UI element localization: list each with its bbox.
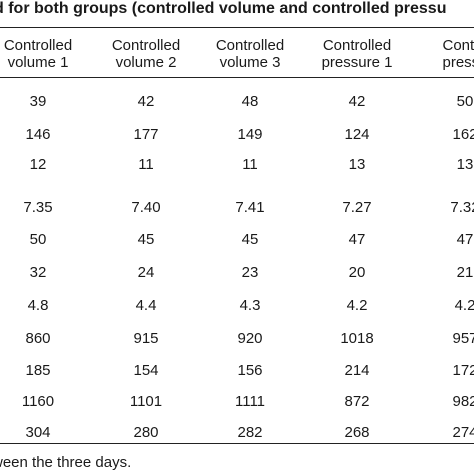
- top-rule: [0, 27, 474, 28]
- column-header-line: Contro: [442, 37, 474, 54]
- table-title: d for both groups (controlled volume and…: [0, 0, 447, 17]
- table-cell: 146: [25, 126, 51, 143]
- table-cell: 860: [25, 330, 51, 347]
- table-cell: 7.27: [342, 199, 372, 216]
- table-cell: 45: [137, 231, 155, 248]
- table-cell: 214: [344, 362, 370, 379]
- column-header-line: pressure 1: [321, 54, 393, 71]
- table-cell: 7.41: [235, 199, 265, 216]
- header-rule: [0, 77, 474, 78]
- table-cell: 1018: [340, 330, 374, 347]
- column-header: Controlled volume 3: [195, 37, 305, 71]
- table-cell: 11: [138, 156, 154, 173]
- table-cell: 920: [237, 330, 263, 347]
- column-header-line: Controlled: [322, 37, 392, 54]
- table-cell: 50: [29, 231, 47, 248]
- table-cell: 7.32: [450, 199, 474, 216]
- table-cell: 982: [452, 393, 474, 410]
- table-cell: 915: [133, 330, 159, 347]
- table-cell: 42: [137, 93, 155, 110]
- table-cell: 149: [237, 126, 263, 143]
- column-header: Controlled volume 2: [91, 37, 201, 71]
- column-header-line: volume 2: [115, 54, 177, 71]
- table-cell: 154: [133, 362, 159, 379]
- table-cell: 274: [452, 424, 474, 441]
- table-cell: 23: [241, 264, 259, 281]
- table-cell: 47: [456, 231, 474, 248]
- table-cell: 32: [29, 264, 47, 281]
- table-cell: 13: [456, 156, 474, 173]
- table-cell: 7.35: [23, 199, 53, 216]
- table-cell: 48: [241, 93, 259, 110]
- column-header: Controlled pressure 1: [302, 37, 412, 71]
- column-header-line: volume 1: [7, 54, 69, 71]
- table-cell: 42: [348, 93, 366, 110]
- column-header-line: pressu: [442, 54, 474, 71]
- table-cell: 11: [242, 156, 258, 173]
- table-cell: 282: [237, 424, 263, 441]
- bottom-rule: [0, 443, 474, 444]
- table-cell: 24: [137, 264, 155, 281]
- table-cell: 177: [133, 126, 159, 143]
- table-cell: 268: [344, 424, 370, 441]
- table-cell: 20: [348, 264, 366, 281]
- table-cell: 47: [348, 231, 366, 248]
- table-cell: 172: [452, 362, 474, 379]
- table-cell: 4.2: [454, 297, 474, 314]
- table-cell: 50: [456, 93, 474, 110]
- column-header-line: Controlled: [215, 37, 285, 54]
- column-header: Controlled volume 1: [0, 37, 93, 71]
- table-cell: 45: [241, 231, 259, 248]
- table-cell: 13: [348, 156, 366, 173]
- table-cell: 124: [344, 126, 370, 143]
- table-cell: 4.2: [346, 297, 368, 314]
- table-cell: 872: [344, 393, 370, 410]
- column-header: Contropressu: [410, 37, 474, 71]
- table-cell: 280: [133, 424, 159, 441]
- table-cell: 304: [25, 424, 51, 441]
- table-cell: 957: [452, 330, 474, 347]
- table-cell: 12: [29, 156, 47, 173]
- column-header-line: volume 3: [219, 54, 281, 71]
- table-cell: 4.8: [27, 297, 49, 314]
- table-cell: 4.4: [135, 297, 157, 314]
- table-footnote: ween the three days.: [0, 454, 132, 471]
- table-cell: 1160: [21, 393, 55, 410]
- table-cell: 39: [29, 93, 47, 110]
- table-cell: 185: [25, 362, 51, 379]
- table-cell: 1111: [234, 393, 266, 410]
- table-cell: 21: [456, 264, 474, 281]
- table-cell: 162: [452, 126, 474, 143]
- table-cell: 4.3: [239, 297, 261, 314]
- table-cell: 7.40: [131, 199, 161, 216]
- table-cell: 1101: [129, 393, 163, 410]
- table-cell: 156: [237, 362, 263, 379]
- column-header-line: Controlled: [111, 37, 181, 54]
- column-header-line: Controlled: [3, 37, 73, 54]
